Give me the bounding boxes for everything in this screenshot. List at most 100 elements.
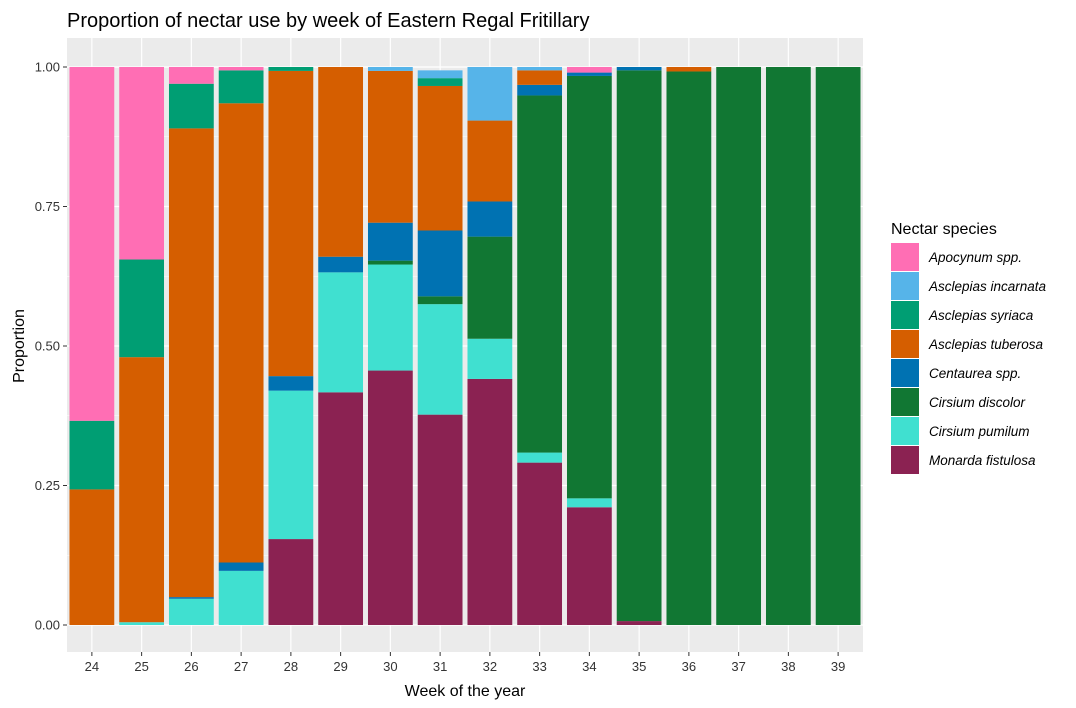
- bar-stack-week-37: [716, 67, 762, 625]
- bar-segment-asclepias-tuberosa: [119, 357, 165, 623]
- legend: Nectar species Apocynum spp. Asclepias in…: [891, 221, 1047, 474]
- bar-stack-week-24: [69, 67, 115, 625]
- bar-segment-centaurea-spp: [417, 230, 463, 297]
- bar-segment-centaurea-spp: [268, 376, 314, 391]
- bar-segment-asclepias-tuberosa: [666, 67, 712, 72]
- bar-segment-monarda-fistulosa: [268, 539, 314, 625]
- legend-label: Cirsium pumilum: [929, 424, 1030, 439]
- x-tick-label: 24: [85, 659, 99, 674]
- x-tick-label: 25: [134, 659, 148, 674]
- bar-segment-cirsium-discolor: [765, 67, 811, 625]
- y-axis-title: Proportion: [11, 309, 28, 383]
- legend-item: Asclepias tuberosa: [891, 330, 1044, 358]
- bar-segment-asclepias-syriaca: [417, 78, 463, 86]
- bar-segment-cirsium-pumilum: [566, 498, 612, 508]
- bar-stack-week-28: [268, 67, 314, 625]
- legend-label: Asclepias syriaca: [928, 308, 1034, 323]
- bar-segment-cirsium-discolor: [566, 75, 612, 499]
- bar-segment-monarda-fistulosa: [467, 378, 513, 625]
- bar-segment-centaurea-spp: [367, 222, 413, 261]
- legend-item: Cirsium pumilum: [891, 417, 1030, 445]
- y-tick-label: 0.50: [35, 339, 60, 354]
- legend-label: Asclepias incarnata: [928, 279, 1047, 294]
- bar-segment-monarda-fistulosa: [616, 621, 662, 625]
- bar-segment-asclepias-tuberosa: [218, 103, 264, 563]
- x-tick-label: 39: [831, 659, 845, 674]
- bar-segment-centaurea-spp: [467, 201, 513, 237]
- x-tick-label: 37: [731, 659, 745, 674]
- bar-segment-asclepias-incarnata: [517, 67, 563, 71]
- bar-segment-asclepias-tuberosa: [268, 70, 314, 377]
- bar-segment-cirsium-discolor: [716, 67, 762, 625]
- bar-segment-asclepias-tuberosa: [367, 70, 413, 223]
- legend-label: Apocynum spp.: [928, 250, 1022, 265]
- legend-swatch: [891, 330, 919, 358]
- bar-segment-cirsium-discolor: [367, 260, 413, 265]
- bar-segment-cirsium-pumilum: [467, 338, 513, 379]
- bar-stack-week-27: [218, 67, 264, 625]
- x-tick-label: 35: [632, 659, 646, 674]
- legend-swatch: [891, 446, 919, 474]
- bar-segment-asclepias-incarnata: [417, 70, 463, 79]
- bar-segment-cirsium-pumilum: [268, 390, 314, 540]
- legend-item: Centaurea spp.: [891, 359, 1021, 387]
- bar-segment-asclepias-tuberosa: [517, 70, 563, 85]
- bar-segment-asclepias-tuberosa: [168, 128, 214, 598]
- legend-label: Asclepias tuberosa: [928, 337, 1044, 352]
- y-axis-ticks: 0.00 0.25 0.50 0.75 1.00: [35, 60, 67, 633]
- bar-segment-centaurea-spp: [616, 67, 662, 71]
- bar-segment-asclepias-tuberosa: [69, 489, 115, 625]
- bar-segment-cirsium-discolor: [517, 95, 563, 453]
- y-tick-label: 1.00: [35, 60, 60, 75]
- bar-segment-cirsium-discolor: [417, 296, 463, 305]
- bar-segment-monarda-fistulosa: [367, 370, 413, 625]
- bar-segment-monarda-fistulosa: [566, 507, 612, 625]
- bar-segment-cirsium-pumilum: [318, 272, 364, 393]
- bar-segment-cirsium-pumilum: [218, 570, 264, 625]
- bar-segment-cirsium-pumilum: [168, 598, 214, 625]
- bar-stack-week-35: [616, 67, 662, 625]
- bar-segment-asclepias-incarnata: [367, 67, 413, 71]
- bar-stack-week-32: [467, 67, 513, 625]
- bar-segment-cirsium-pumilum: [119, 622, 165, 625]
- legend-swatch: [891, 388, 919, 416]
- bar-segment-apocynum-spp: [168, 67, 214, 84]
- bar-segment-apocynum-spp: [119, 67, 165, 260]
- bar-stack-week-38: [765, 67, 811, 625]
- x-tick-label: 36: [682, 659, 696, 674]
- bar-stack-week-31: [417, 70, 463, 625]
- bar-segment-cirsium-discolor: [666, 71, 712, 626]
- x-tick-label: 27: [234, 659, 248, 674]
- x-axis-ticks: 24 25 26 27 28 29 30 31 32 33 34 35 36 37 38 39: [85, 652, 845, 674]
- y-tick-label: 0.75: [35, 199, 60, 214]
- x-tick-label: 32: [483, 659, 497, 674]
- legend-label: Centaurea spp.: [929, 366, 1021, 381]
- legend-item: Cirsium discolor: [891, 388, 1026, 416]
- y-tick-label: 0.00: [35, 618, 60, 633]
- legend-item: Asclepias incarnata: [891, 272, 1047, 300]
- x-tick-label: 33: [532, 659, 546, 674]
- bar-stack-week-29: [318, 67, 364, 625]
- bar-segment-asclepias-incarnata: [467, 67, 513, 121]
- x-tick-label: 30: [383, 659, 397, 674]
- bar-stack-week-25: [119, 67, 165, 625]
- bar-stack-week-26: [168, 67, 214, 625]
- bar-segment-asclepias-syriaca: [69, 420, 115, 490]
- bar-segment-asclepias-syriaca: [168, 83, 214, 129]
- bar-segment-cirsium-pumilum: [517, 452, 563, 463]
- x-tick-label: 28: [284, 659, 298, 674]
- x-tick-label: 29: [333, 659, 347, 674]
- x-tick-label: 26: [184, 659, 198, 674]
- x-tick-label: 31: [433, 659, 447, 674]
- bar-segment-asclepias-tuberosa: [467, 120, 513, 202]
- bar-segment-cirsium-pumilum: [417, 304, 463, 415]
- legend-label: Monarda fistulosa: [929, 453, 1036, 468]
- chart-title: Proportion of nectar use by week of East…: [67, 10, 589, 32]
- bar-segment-asclepias-syriaca: [119, 259, 165, 358]
- legend-swatch: [891, 272, 919, 300]
- legend-item: Asclepias syriaca: [891, 301, 1034, 329]
- legend-swatch: [891, 359, 919, 387]
- bar-segment-centaurea-spp: [517, 84, 563, 96]
- bar-segment-cirsium-discolor: [467, 236, 513, 339]
